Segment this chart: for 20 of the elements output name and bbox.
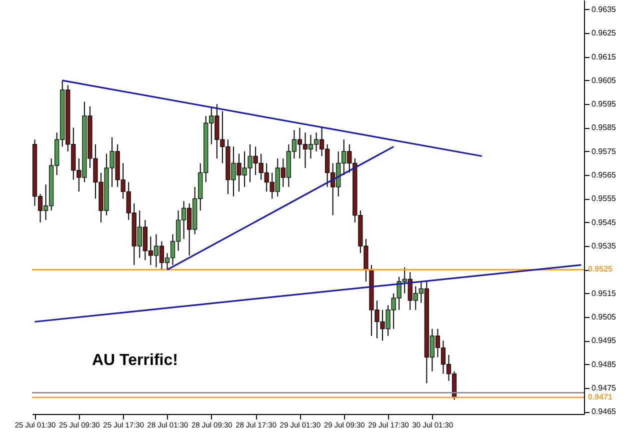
y-tick-label: 0.9485 <box>592 360 617 369</box>
y-tick-label: 0.9495 <box>592 336 617 346</box>
annotation: AU Terrific! <box>92 352 178 369</box>
y-tick-label: 0.9535 <box>592 242 617 251</box>
y-tick-label: 0.9505 <box>592 312 617 322</box>
ref-line-label: 0.9525 <box>588 264 614 274</box>
y-tick-label: 0.9565 <box>592 170 617 180</box>
y-tick-label: 0.9605 <box>592 76 617 85</box>
y-tick-label: 0.9615 <box>592 52 617 62</box>
y-tick-label: 0.9595 <box>592 100 617 109</box>
ref-line-label: 0.9471 <box>588 392 614 402</box>
y-tick-label: 0.9545 <box>592 218 617 227</box>
y-tick-label: 0.9575 <box>592 146 617 156</box>
y-tick-label: 0.9625 <box>592 28 617 38</box>
y-tick-label: 0.9585 <box>592 123 617 132</box>
y-tick-label: 0.9515 <box>592 288 617 298</box>
y-tick-label: 0.9635 <box>592 4 617 14</box>
y-tick-label: 0.9465 <box>592 407 617 416</box>
y-tick-label: 0.9555 <box>592 194 617 204</box>
y-tick-label: 0.9475 <box>592 383 617 392</box>
